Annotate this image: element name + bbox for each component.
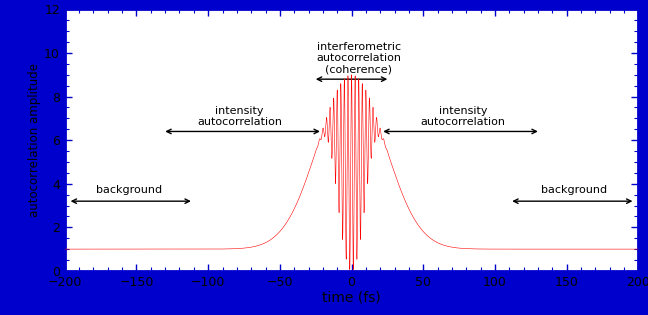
X-axis label: time (fs): time (fs) bbox=[322, 290, 381, 304]
Text: intensity
autocorrelation: intensity autocorrelation bbox=[421, 106, 506, 127]
Text: background: background bbox=[97, 185, 163, 195]
Text: interferometric
autocorrelation
(coherence): interferometric autocorrelation (coheren… bbox=[316, 42, 401, 75]
Text: background: background bbox=[540, 185, 607, 195]
Text: intensity
autocorrelation: intensity autocorrelation bbox=[197, 106, 283, 127]
Y-axis label: autocorrelation amplitude: autocorrelation amplitude bbox=[29, 63, 41, 217]
